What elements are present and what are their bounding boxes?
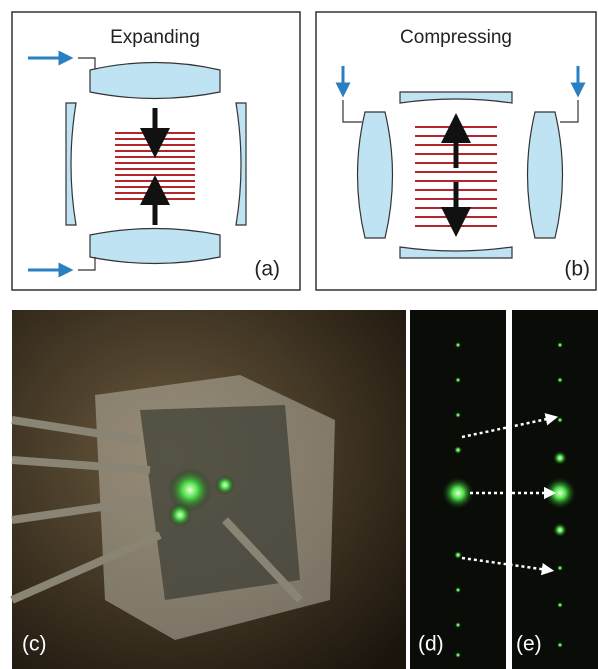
panel-d: (d): [410, 310, 506, 669]
panel-title: Expanding: [110, 27, 200, 48]
panel-title: Compressing: [400, 27, 512, 48]
panel-label: (a): [254, 258, 280, 281]
panel-label: (b): [564, 258, 590, 281]
panel-b: Compressing (b): [316, 12, 596, 290]
figure: Expanding (a) Compressing: [0, 0, 598, 669]
panel-label: (c): [22, 633, 47, 656]
panel-label: (e): [516, 633, 542, 656]
panel-label: (d): [418, 633, 444, 656]
panel-a: Expanding (a): [12, 12, 300, 290]
panel-c: (c): [12, 310, 406, 669]
panel-e: (e): [512, 310, 598, 669]
